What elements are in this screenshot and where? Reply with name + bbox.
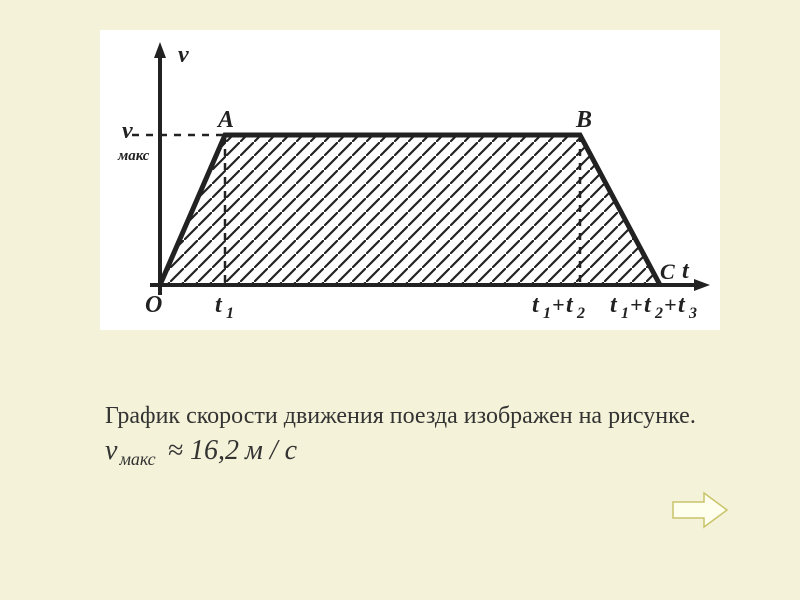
formula-sub: макс (117, 449, 161, 469)
svg-text:2: 2 (576, 305, 585, 322)
slide: v t v макс A B C O t 1 t 1 + t 2 (0, 0, 800, 600)
svg-text:t: t (644, 292, 652, 318)
y-axis-label: v (178, 42, 189, 68)
x-axis-label: t (682, 258, 690, 284)
svg-text:t: t (678, 292, 686, 318)
caption-prefix: График скорости движения поезда изображе… (105, 403, 696, 429)
vmax-label-sub: макс (117, 148, 150, 164)
svg-text:+: + (552, 292, 565, 317)
svg-text:+: + (664, 292, 677, 317)
tick-t1-label: t 1 (215, 292, 234, 322)
chart-svg: v t v макс A B C O t 1 t 1 + t 2 (100, 30, 720, 330)
x-axis-arrow (694, 279, 710, 291)
svg-text:t: t (215, 292, 223, 318)
next-button[interactable] (670, 490, 730, 530)
velocity-chart: v t v макс A B C O t 1 t 1 + t 2 (100, 30, 720, 330)
vmax-label-v: v (122, 118, 133, 144)
formula-unit: м / с (245, 435, 297, 466)
svg-text:1: 1 (226, 305, 234, 322)
tick-t123-label: t 1 + t 2 + t 3 (610, 292, 697, 322)
svg-text:1: 1 (621, 305, 629, 322)
y-axis-arrow (154, 42, 166, 58)
svg-text:3: 3 (688, 305, 697, 322)
svg-text:2: 2 (654, 305, 663, 322)
tick-t12-label: t 1 + t 2 (532, 292, 585, 322)
formula-var: v (105, 435, 117, 466)
formula-value: ≈ 16,2 (168, 435, 239, 466)
svg-text:+: + (630, 292, 643, 317)
origin-label: O (145, 292, 162, 318)
caption-text: График скорости движения поезда изображе… (105, 400, 725, 471)
svg-text:1: 1 (543, 305, 551, 322)
arrow-right-icon (670, 490, 730, 530)
point-b-label: B (575, 107, 592, 133)
svg-text:t: t (610, 292, 618, 318)
svg-text:t: t (566, 292, 574, 318)
point-c-label: C (660, 259, 675, 284)
point-a-label: A (216, 107, 234, 133)
svg-text:t: t (532, 292, 540, 318)
